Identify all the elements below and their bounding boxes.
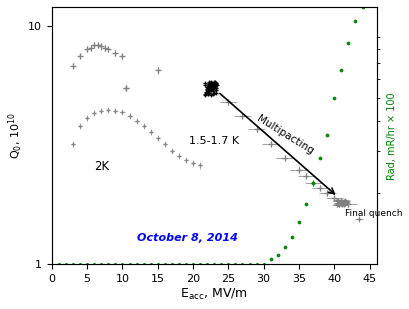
Text: October 8, 2014: October 8, 2014 (136, 233, 237, 243)
Text: 2K: 2K (94, 159, 108, 172)
X-axis label: E$_{\rm acc}$, MV/m: E$_{\rm acc}$, MV/m (180, 287, 247, 302)
Y-axis label: Q$_0$, 10$^{10}$: Q$_0$, 10$^{10}$ (7, 112, 25, 159)
Text: 1.5-1.7 K: 1.5-1.7 K (189, 136, 239, 146)
Text: Multipacting: Multipacting (254, 113, 314, 156)
Text: Final quench: Final quench (344, 209, 401, 218)
Y-axis label: Rad, mR/hr × 100: Rad, mR/hr × 100 (386, 92, 396, 180)
